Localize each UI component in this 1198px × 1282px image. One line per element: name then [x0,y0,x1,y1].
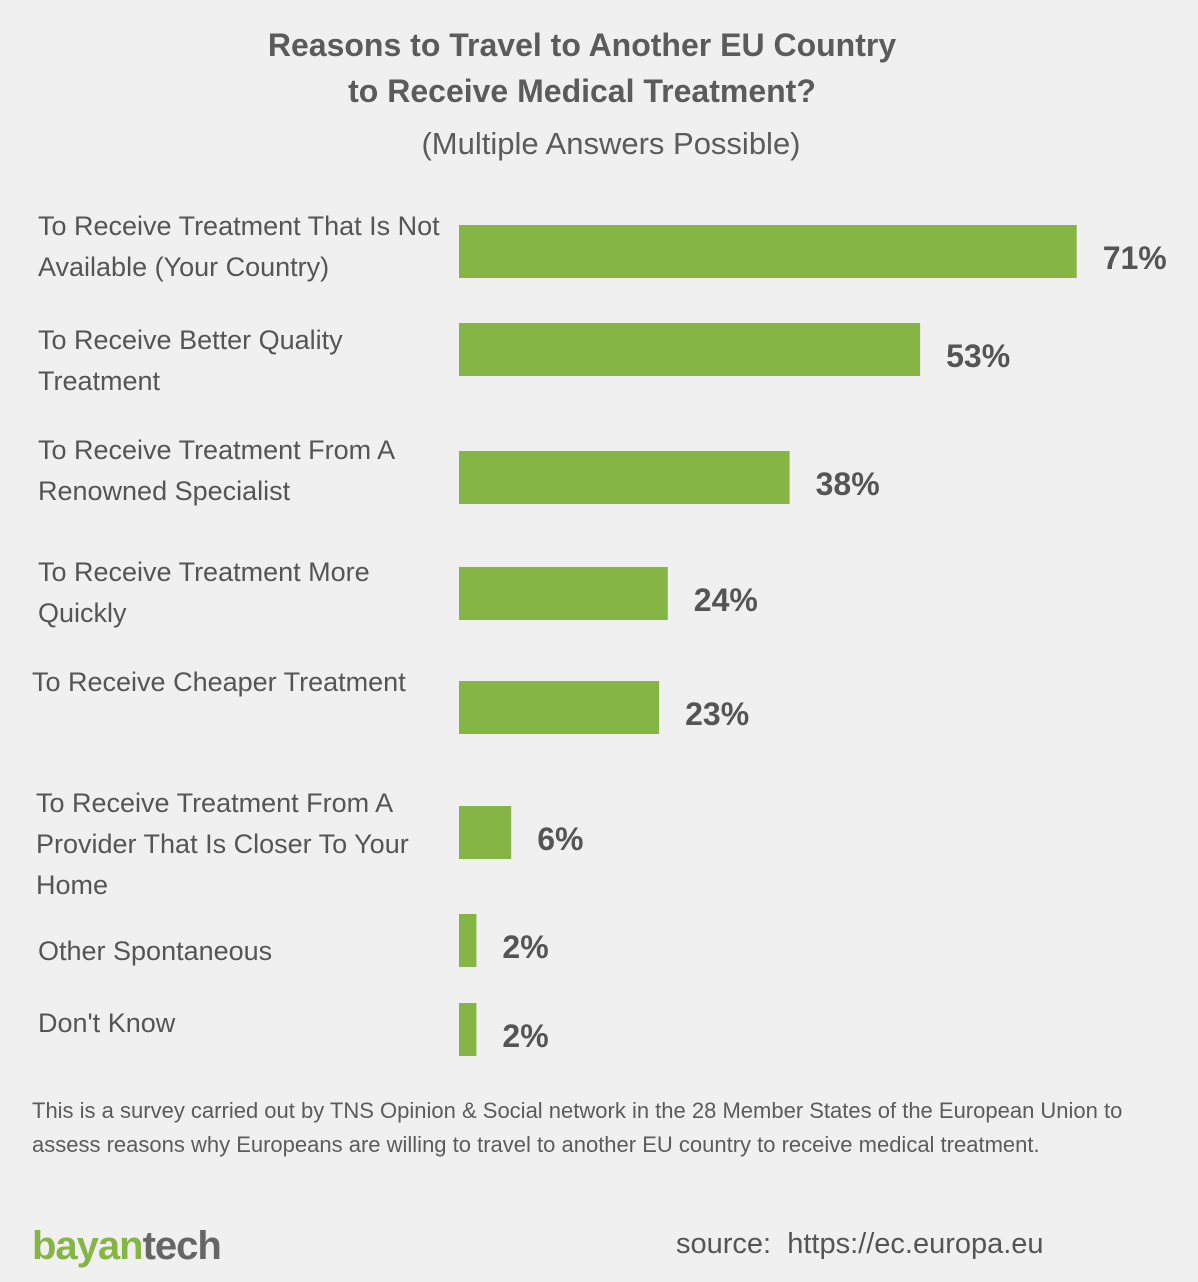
category-label-2: To Receive Treatment From A Renowned Spe… [38,435,394,506]
category-label-7: Don't Know [38,1008,176,1038]
bar-3 [459,567,668,620]
value-label-6: 2% [502,928,549,965]
bar-5 [459,806,512,859]
category-label-6: Other Spontaneous [38,936,273,966]
value-label-5: 6% [537,820,584,857]
bayantech-logo: bayantech [32,1224,222,1268]
chart-title-line1: Reasons to Travel to Another EU Country [267,27,897,63]
value-label-4: 23% [685,695,750,732]
category-label-4: To Receive Cheaper Treatment [32,667,406,697]
value-label-3: 24% [693,581,758,618]
chart-title-line2: to Receive Medical Treatment? [348,73,816,109]
category-label-1: To Receive Better Quality Treatment [38,325,343,396]
category-label-0: To Receive Treatment That Is Not Availab… [38,211,440,282]
value-label-1: 53% [946,337,1011,374]
source-link[interactable]: source: https://ec.europa.eu [676,1228,1044,1260]
bar-2 [459,451,790,504]
value-label-7: 2% [502,1017,549,1054]
bar-1 [459,323,921,376]
category-label-5: To Receive Treatment From A Provider Tha… [36,788,409,900]
bar-0 [459,225,1077,278]
logo-text-bayan: bayan [32,1224,144,1268]
bar-7 [459,1003,477,1056]
value-label-2: 38% [815,465,880,502]
survey-note: This is a survey carried out by TNS Opin… [32,1098,1123,1157]
chart-subtitle: (Multiple Answers Possible) [421,126,801,161]
bar-6 [459,914,477,967]
logo-text-tech: tech [142,1224,222,1268]
bar-4 [459,681,660,734]
chart-title: Reasons to Travel to Another EU Country … [0,22,1164,114]
value-label-0: 71% [1102,239,1167,276]
category-label-3: To Receive Treatment More Quickly [38,557,370,628]
